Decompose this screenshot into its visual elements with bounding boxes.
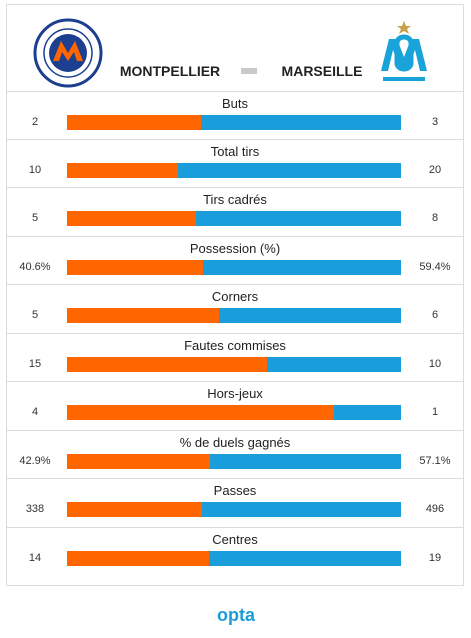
stat-bar bbox=[67, 550, 401, 566]
svg-text:opta: opta bbox=[217, 605, 256, 625]
stat-row: Total tirs 10 20 bbox=[7, 140, 463, 188]
stat-label: Possession (%) bbox=[189, 240, 281, 256]
home-value: 40.6% bbox=[19, 260, 51, 273]
stat-row: Hors-jeux 4 1 bbox=[7, 382, 463, 431]
away-value: 496 bbox=[425, 503, 445, 515]
stat-bar bbox=[67, 259, 401, 275]
away-value: 1 bbox=[431, 406, 439, 418]
stat-label: Fautes commises bbox=[184, 337, 286, 353]
stat-bar bbox=[67, 308, 401, 323]
home-team-name: MONTPELLIER bbox=[119, 63, 221, 79]
away-value: 59.4% bbox=[419, 260, 451, 273]
away-bar bbox=[208, 550, 401, 566]
away-bar bbox=[178, 162, 401, 178]
opta-logo: opta bbox=[0, 604, 471, 631]
versus-divider bbox=[241, 68, 257, 74]
away-value: 19 bbox=[428, 551, 442, 564]
home-bar bbox=[67, 356, 268, 372]
home-value: 15 bbox=[28, 357, 42, 370]
stat-label: Tirs cadrés bbox=[203, 192, 267, 207]
home-bar bbox=[67, 550, 209, 566]
stat-label: % de duels gagnés bbox=[179, 434, 291, 450]
stat-row: Passes 338 496 bbox=[7, 479, 463, 528]
home-bar bbox=[67, 405, 335, 420]
away-value: 57.1% bbox=[419, 454, 451, 467]
home-value: 10 bbox=[28, 163, 42, 176]
home-bar bbox=[67, 211, 196, 226]
stats-card: MONTPELLIER MARSEILLE Buts 2 3 Total tirs 10… bbox=[6, 4, 464, 586]
home-value: 4 bbox=[31, 406, 39, 418]
stat-bar bbox=[67, 162, 401, 178]
home-bar bbox=[67, 259, 203, 275]
stat-row: Possession (%) 40.6% 59.4% bbox=[7, 237, 463, 285]
stat-label: Corners bbox=[211, 289, 259, 304]
away-bar bbox=[195, 211, 401, 226]
away-value: 10 bbox=[428, 357, 442, 370]
away-team-name: MARSEILLE bbox=[281, 63, 363, 79]
stats-list: Buts 2 3 Total tirs 10 20 Tirs cadrés 5 8 Possess… bbox=[7, 91, 463, 576]
montpellier-logo bbox=[33, 18, 103, 88]
stat-bar bbox=[67, 115, 401, 130]
stat-bar bbox=[67, 502, 401, 517]
home-value: 42.9% bbox=[19, 454, 51, 467]
stat-bar bbox=[67, 405, 401, 420]
stat-label: Centres bbox=[212, 531, 258, 547]
home-value: 5 bbox=[31, 212, 39, 224]
stat-bar bbox=[67, 211, 401, 226]
away-bar bbox=[200, 115, 401, 130]
opta-logo-icon: opta bbox=[217, 605, 256, 625]
away-value: 8 bbox=[431, 212, 439, 224]
away-bar bbox=[202, 259, 401, 275]
away-bar bbox=[210, 453, 401, 469]
stat-bar bbox=[67, 356, 401, 372]
home-bar bbox=[67, 162, 179, 178]
stat-row: Corners 5 6 bbox=[7, 285, 463, 334]
stat-row: Centres 14 19 bbox=[7, 528, 463, 577]
match-header: MONTPELLIER MARSEILLE bbox=[7, 5, 463, 93]
away-bar bbox=[202, 502, 401, 517]
stat-label: Passes bbox=[213, 483, 257, 498]
home-bar bbox=[67, 115, 201, 130]
home-bar bbox=[67, 453, 211, 469]
home-value: 338 bbox=[25, 503, 45, 515]
home-value: 14 bbox=[28, 551, 42, 564]
away-value: 6 bbox=[431, 309, 439, 321]
marseille-logo bbox=[381, 21, 427, 81]
away-value: 3 bbox=[431, 116, 439, 128]
stat-row: % de duels gagnés 42.9% 57.1% bbox=[7, 431, 463, 479]
stat-row: Fautes commises 15 10 bbox=[7, 334, 463, 382]
away-bar bbox=[334, 405, 401, 420]
away-value: 20 bbox=[428, 163, 442, 176]
away-bar bbox=[218, 308, 401, 323]
home-bar bbox=[67, 308, 219, 323]
away-bar bbox=[267, 356, 401, 372]
home-value: 2 bbox=[31, 116, 39, 128]
home-value: 5 bbox=[31, 309, 39, 321]
home-bar bbox=[67, 502, 203, 517]
stat-row: Buts 2 3 bbox=[7, 91, 463, 140]
stat-label: Total tirs bbox=[210, 143, 260, 159]
stat-bar bbox=[67, 453, 401, 469]
stat-label: Buts bbox=[221, 96, 248, 111]
stat-row: Tirs cadrés 5 8 bbox=[7, 188, 463, 237]
stat-label: Hors-jeux bbox=[207, 386, 263, 401]
